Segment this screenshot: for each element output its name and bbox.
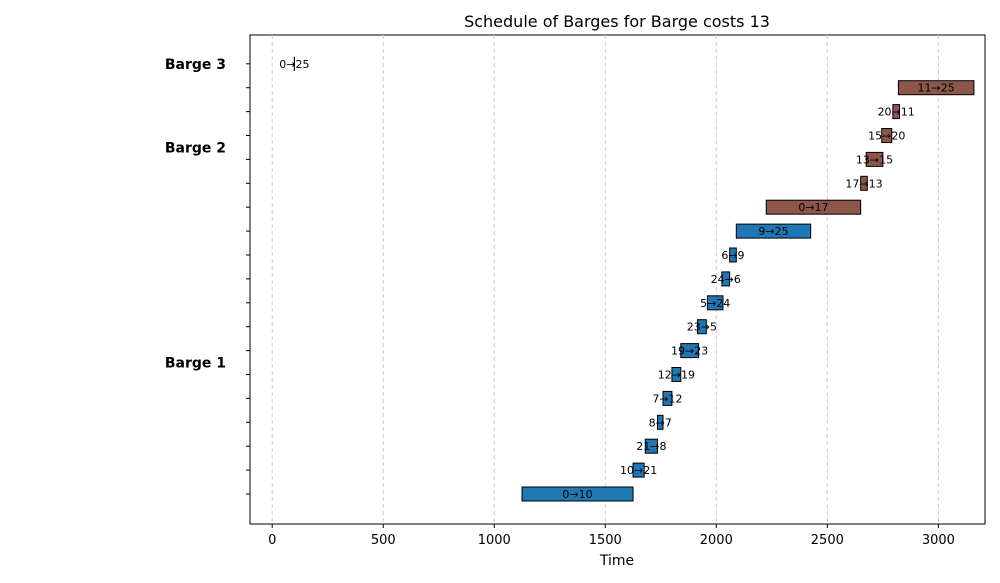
task-label: 19→23 [671,345,708,358]
task-label: 5→24 [700,297,730,310]
task-label: 7→12 [652,392,682,405]
task-label: 23→5 [687,321,717,334]
barge-labels: Barge 3 Barge 2 Barge 1 [165,57,226,372]
task-label: 8→7 [649,416,672,429]
task-label: 15→20 [868,130,905,143]
barge-label: Barge 3 [165,57,226,73]
task-bar [706,295,724,311]
task-bar [765,199,862,215]
task-bar [881,128,893,143]
plot-frame [249,34,986,525]
task-bar [696,319,707,335]
task-bar [897,80,975,96]
x-tick-label: 1500 [589,533,622,548]
task-bar [735,223,812,239]
task-bar [865,151,884,167]
task-bar [860,175,868,191]
x-tick-label: 2000 [700,533,733,548]
x-tick-label: 0 [268,533,276,548]
x-tick-label: 2500 [811,533,844,548]
task-bar [721,271,731,287]
task-label: 11→25 [918,82,955,95]
task-label: 13→15 [856,153,893,166]
barge-label: Barge 1 [165,356,226,372]
task-bar [680,343,700,359]
chart-title: Schedule of Barges for Barge costs 13 [464,12,770,31]
x-tick-label: 500 [371,533,396,548]
task-label: 10→21 [620,464,657,477]
task-label: 17→13 [845,177,882,190]
task-bar [662,390,673,406]
task-label: 21→8 [636,440,666,453]
bars [293,56,975,502]
task-label: 6→9 [721,249,744,262]
task-label: 9→25 [758,225,788,238]
x-tick-label: 3000 [922,533,955,548]
x-tick-label: 1000 [478,533,511,548]
x-axis-label: Time [599,553,634,569]
task-bar [656,414,664,430]
task-label: 12→19 [658,369,695,382]
task-bar [729,247,737,263]
grid-lines [271,35,939,524]
task-label: 0→17 [798,201,828,214]
barge-label: Barge 2 [165,140,226,156]
task-label: 20→11 [878,106,915,119]
y-ticks [246,63,250,495]
task-label: 0→10 [562,488,592,501]
task-bar [632,462,645,478]
task-bar [521,486,634,502]
task-bar [644,438,658,454]
task-bar [671,367,682,382]
x-axis-ticks: 0 500 1000 1500 2000 2500 3000 [268,524,955,548]
task-bar [892,104,901,120]
task-label: 0→25 [279,58,309,71]
task-label: 24→6 [711,273,741,286]
